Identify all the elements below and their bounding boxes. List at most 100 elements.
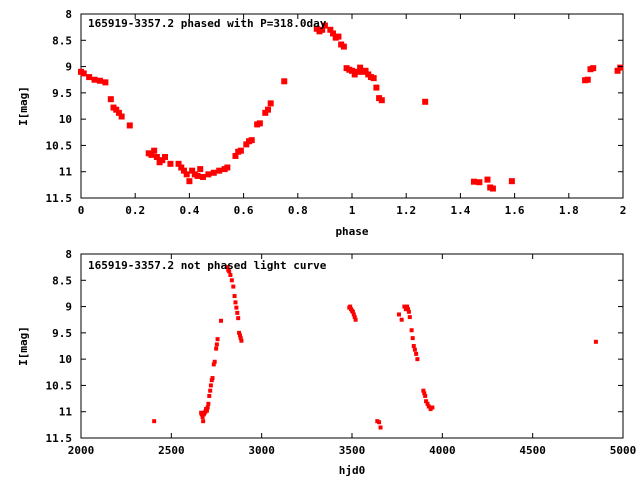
x-tick-label: 5000 <box>610 444 637 457</box>
data-point <box>205 405 210 410</box>
data-point <box>86 74 93 81</box>
data-point <box>225 265 230 270</box>
x-tick-label: 4000 <box>429 444 456 457</box>
x-tick-label: 2 <box>620 204 627 217</box>
unphased-plot-frame <box>80 253 624 439</box>
data-point <box>189 167 196 174</box>
data-point <box>617 64 624 71</box>
data-point <box>238 336 243 341</box>
data-point <box>235 310 240 315</box>
phased-x-axis-label: phase <box>335 225 368 238</box>
y-tick-label: 9.5 <box>52 87 72 100</box>
data-point <box>422 98 429 105</box>
data-point <box>201 419 206 424</box>
data-point <box>186 178 193 185</box>
y-tick-label: 11 <box>59 406 73 419</box>
data-point <box>410 336 415 341</box>
data-point <box>489 185 496 192</box>
data-point <box>378 425 383 430</box>
data-point <box>403 307 408 312</box>
data-point <box>126 122 133 129</box>
data-point <box>424 399 429 404</box>
x-tick-label: 1.6 <box>505 204 525 217</box>
data-point <box>421 388 426 393</box>
data-point <box>162 153 169 160</box>
data-point <box>248 137 255 144</box>
data-point <box>151 147 158 154</box>
phased-plot-frame <box>80 13 624 199</box>
data-point <box>215 337 220 342</box>
data-point <box>327 26 334 33</box>
data-point <box>407 315 412 320</box>
data-point <box>236 316 241 321</box>
data-point <box>415 357 420 362</box>
data-point <box>373 84 380 91</box>
data-point <box>281 78 288 85</box>
data-point <box>199 173 206 180</box>
data-point <box>584 76 591 83</box>
data-point <box>115 109 122 116</box>
data-point <box>214 342 219 347</box>
x-tick-label: 2000 <box>68 444 95 457</box>
data-point <box>205 171 212 178</box>
x-tick-label: 0.4 <box>179 204 199 217</box>
data-point <box>508 178 515 185</box>
data-point <box>354 68 361 75</box>
data-point <box>183 171 190 178</box>
data-point <box>207 393 212 398</box>
y-tick-label: 8.5 <box>52 274 72 287</box>
data-point <box>243 141 250 148</box>
data-point <box>80 70 87 77</box>
data-point <box>476 179 483 186</box>
data-point <box>233 300 238 305</box>
data-point <box>194 172 201 179</box>
x-tick-label: 3000 <box>248 444 275 457</box>
data-point <box>210 376 215 381</box>
y-tick-label: 11.5 <box>46 192 73 205</box>
data-point <box>167 160 174 167</box>
data-point <box>237 330 242 335</box>
data-point <box>224 164 231 171</box>
data-point <box>204 408 209 413</box>
data-point <box>402 304 407 309</box>
data-point <box>470 178 477 185</box>
y-tick-label: 10.5 <box>46 139 73 152</box>
data-point <box>206 401 211 406</box>
x-tick-label: 1 <box>349 204 356 217</box>
data-point <box>378 97 385 104</box>
unphased-data-points <box>152 265 598 430</box>
data-point <box>232 152 239 159</box>
data-point <box>214 346 219 351</box>
data-point <box>219 318 224 323</box>
x-tick-label: 0.6 <box>234 204 254 217</box>
data-point <box>148 151 155 158</box>
data-point <box>422 391 427 396</box>
data-point <box>423 393 428 398</box>
data-point <box>411 344 416 348</box>
data-point <box>91 76 98 83</box>
data-point <box>405 304 410 309</box>
y-tick-label: 11.5 <box>46 432 73 445</box>
data-point <box>357 64 364 71</box>
phased-x-axis: 0 0.2 0.4 0.6 0.8 1 1.2 1.4 1.6 1.8 2 <box>78 14 627 217</box>
data-point <box>209 378 214 383</box>
data-point <box>118 113 125 120</box>
x-tick-label: 1.8 <box>559 204 579 217</box>
unphased-x-axis-label: hjd0 <box>339 464 366 477</box>
data-point <box>237 147 244 154</box>
x-tick-label: 1.2 <box>396 204 416 217</box>
data-point <box>231 284 236 289</box>
phased-light-curve-panel: 0 0.2 0.4 0.6 0.8 1 1.2 1.4 1.6 1.8 2 8 8.5 9 9.5 10 10… <box>17 8 626 238</box>
data-point <box>590 65 597 72</box>
y-tick-label: 8 <box>65 8 72 21</box>
data-point <box>264 106 271 113</box>
data-point <box>228 273 233 278</box>
phased-y-axis: 8 8.5 9 9.5 10 10.5 11 11.5 <box>46 8 623 205</box>
data-point <box>409 328 414 333</box>
data-point <box>430 405 435 410</box>
data-point <box>175 160 182 167</box>
data-point <box>208 388 213 393</box>
data-point <box>234 305 239 310</box>
x-tick-label: 0.8 <box>288 204 308 217</box>
x-tick-label: 0.2 <box>125 204 145 217</box>
